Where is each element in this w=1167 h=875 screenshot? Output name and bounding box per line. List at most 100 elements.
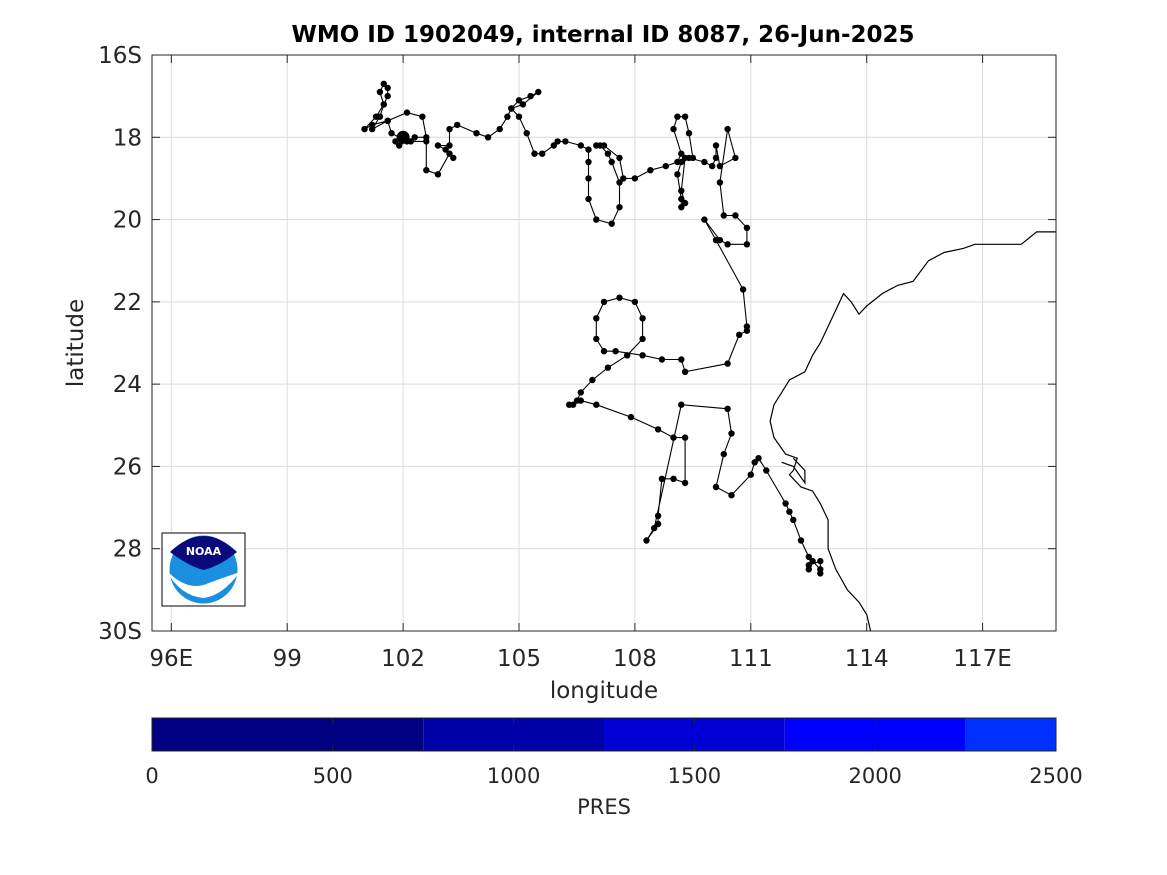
- track-point: [392, 138, 399, 145]
- track-point: [685, 154, 693, 162]
- colorbar-tick-label: 2500: [1029, 764, 1082, 788]
- track-point: [639, 335, 646, 343]
- track-point: [616, 294, 623, 301]
- track-point: [369, 125, 376, 133]
- colorbar-label: PRES: [577, 795, 631, 819]
- track-point: [739, 286, 747, 293]
- track-point: [616, 204, 623, 211]
- track-point: [712, 236, 720, 244]
- track-point: [743, 224, 751, 231]
- x-tick-label: 114: [845, 646, 889, 672]
- track-point: [434, 171, 442, 178]
- track-point: [608, 220, 615, 227]
- track-point: [566, 401, 573, 408]
- noaa-logo: NOAA: [161, 532, 246, 607]
- colorbar-tick-label: 500: [313, 764, 353, 788]
- track-point: [681, 113, 689, 120]
- track-point: [585, 146, 592, 153]
- track-point: [585, 175, 592, 182]
- track-point: [550, 142, 557, 149]
- track-point: [396, 142, 403, 149]
- track-point: [654, 520, 662, 528]
- track-point: [728, 492, 735, 499]
- colorbar-segments: [152, 718, 1056, 751]
- x-tick-label: 99: [273, 646, 302, 672]
- y-tick-label: 22: [113, 290, 142, 316]
- track-point: [508, 105, 515, 112]
- track-point: [743, 241, 751, 248]
- map-frame: [151, 54, 1057, 632]
- track-point: [681, 434, 689, 441]
- track-point: [376, 88, 384, 96]
- track-point: [577, 389, 584, 396]
- track-point: [593, 335, 600, 343]
- track-point: [743, 327, 751, 334]
- track-point: [790, 516, 797, 524]
- track-point: [384, 117, 391, 125]
- track-point: [654, 426, 662, 433]
- track-point: [446, 142, 453, 149]
- track-point: [593, 216, 600, 223]
- track-point: [681, 368, 689, 375]
- track-point: [712, 142, 720, 149]
- track-point: [712, 154, 720, 162]
- x-tick-label: 105: [497, 646, 541, 672]
- track-point: [604, 150, 612, 157]
- track-point: [736, 331, 743, 338]
- track-point: [593, 142, 600, 149]
- x-tick-label: 96E: [149, 646, 193, 672]
- track-point: [701, 158, 708, 166]
- track-point: [376, 113, 384, 120]
- y-tick-label: 16S: [98, 43, 142, 69]
- track-point: [678, 356, 685, 363]
- track-point: [600, 298, 608, 306]
- track-point: [639, 352, 646, 359]
- track-point: [519, 101, 527, 108]
- colorbar-tick-label: 1000: [487, 764, 540, 788]
- track-point: [654, 512, 662, 519]
- track-point: [585, 158, 592, 166]
- track-point: [446, 125, 453, 133]
- track-point: [732, 212, 739, 219]
- track-point: [442, 146, 449, 153]
- track-point: [562, 138, 569, 145]
- track-point: [384, 84, 391, 92]
- track-point: [670, 125, 677, 133]
- track-point: [403, 109, 411, 116]
- colorbar-ticks: 0 500 1000 1500 2000 2500: [145, 718, 1083, 788]
- track-point: [527, 92, 534, 100]
- track-point: [504, 113, 511, 120]
- track-point: [446, 150, 453, 157]
- track-point: [639, 315, 646, 322]
- figure-title: WMO ID 1902049, internal ID 8087, 26-Jun…: [291, 22, 914, 48]
- track-point: [554, 138, 561, 145]
- track-point: [678, 150, 685, 157]
- track-point: [763, 467, 770, 474]
- colorbar-tick-label: 0: [145, 764, 158, 788]
- colorbar-tick-label: 2000: [848, 764, 901, 788]
- track-point: [670, 475, 677, 482]
- track-point: [600, 348, 608, 355]
- track-point: [658, 356, 666, 363]
- track-point: [616, 179, 623, 186]
- track-point: [678, 204, 685, 211]
- track-point: [384, 92, 391, 100]
- track-point: [678, 401, 685, 408]
- track-point: [678, 195, 685, 203]
- track-point: [805, 553, 812, 561]
- coastline: [769, 231, 1056, 632]
- track-point: [701, 216, 708, 223]
- track-point: [577, 142, 584, 149]
- track-point: [419, 113, 426, 120]
- track-point: [423, 167, 430, 174]
- track-point: [612, 348, 619, 355]
- track-point: [720, 450, 727, 458]
- y-tick-label: 24: [113, 372, 142, 398]
- x-axis-label: longitude: [550, 678, 658, 704]
- track-point: [724, 125, 731, 133]
- track-point: [674, 171, 681, 178]
- track-point: [670, 434, 677, 441]
- track-point: [577, 397, 584, 404]
- track-point: [651, 524, 658, 532]
- track-point: [593, 401, 600, 408]
